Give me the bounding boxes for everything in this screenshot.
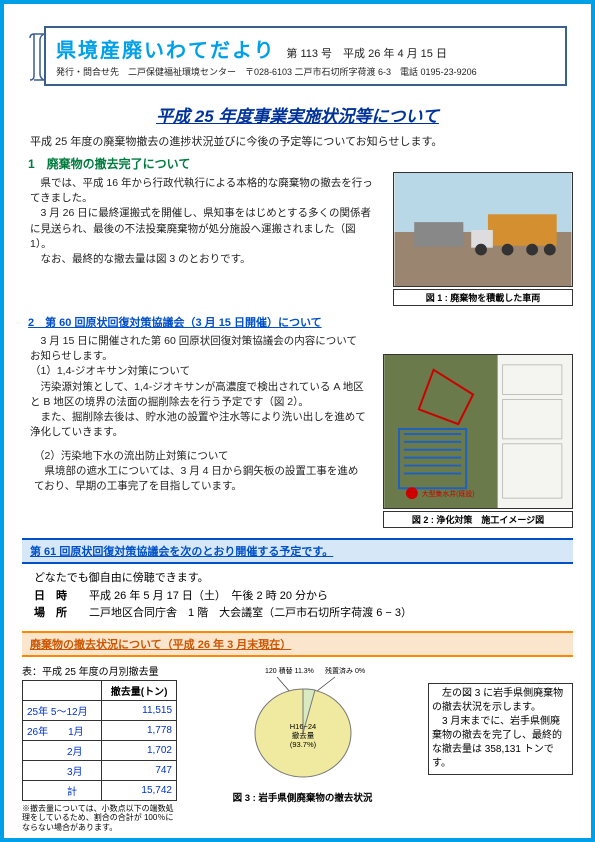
table-cell-label: 26年 1月 bbox=[23, 720, 102, 740]
section2-body2: （2）汚染地下水の流出防止対策について 県境部の遮水工については、3 月 4 日… bbox=[34, 449, 367, 495]
issue-number: 第 113 号 平成 26 年 4 月 15 日 bbox=[286, 45, 447, 61]
table-note: ※撤去量については、小数点以下の端数処理をしているため、割合の合計が 100％に… bbox=[22, 804, 177, 833]
table-col-header: 撤去量(トン) bbox=[102, 680, 177, 700]
table-title: 表：平成 25 年度の月別撤去量 bbox=[22, 663, 177, 678]
main-heading: 平成 25 年度事業実施状況等について bbox=[22, 102, 573, 127]
scroll-icon bbox=[28, 32, 46, 82]
publisher-info: 発行・問合せ先 二戸保健福祉環境センター 〒028-6103 二戸市石切所字荷渡… bbox=[56, 65, 555, 78]
figure-1-caption: 図 1 : 廃棄物を積載した車両 bbox=[393, 289, 573, 306]
table-cell-value: 1,778 bbox=[102, 720, 177, 740]
datetime-label: 日 時 bbox=[34, 590, 67, 602]
table-cell-value: 1,702 bbox=[102, 740, 177, 760]
table-row: 26年 1月1,778 bbox=[23, 720, 177, 740]
table-cell-label: 計 bbox=[23, 780, 102, 800]
table-cell-label: 3月 bbox=[23, 760, 102, 780]
fig3-description: 左の図 3 に岩手県側廃棄物の撤去状況を示します。 3 月末までに、岩手県側廃棄… bbox=[428, 683, 573, 775]
banner-61st-meeting: 第 61 回原状回復対策協議会を次のとおり開催する予定です。 bbox=[22, 538, 573, 564]
table-cell-value: 747 bbox=[102, 760, 177, 780]
svg-text:大型集水井(既設): 大型集水井(既設) bbox=[422, 489, 475, 498]
table-cell-label: 25年 5～12月 bbox=[23, 700, 102, 720]
table-cell-label: 2月 bbox=[23, 740, 102, 760]
page: 県境産廃いわてだより 第 113 号 平成 26 年 4 月 15 日 発行・問… bbox=[0, 0, 595, 842]
banner-removal-status: 廃棄物の撤去状況について（平成 26 年 3 月末現在） bbox=[22, 631, 573, 657]
newsletter-title: 県境産廃いわてだより bbox=[56, 40, 276, 62]
header-box: 県境産廃いわてだより 第 113 号 平成 26 年 4 月 15 日 発行・問… bbox=[44, 26, 567, 86]
table-row: 2月1,702 bbox=[23, 740, 177, 760]
section2-title: 2 第 60 回原状回復対策協議会（3 月 15 日開催）について bbox=[28, 314, 573, 330]
removal-table-box: 表：平成 25 年度の月別撤去量 撤去量(トン) 25年 5～12月11,515… bbox=[22, 663, 177, 833]
figure-2-caption: 図 2 : 浄化対策 施工イメージ図 bbox=[383, 511, 573, 528]
pie-legend-1: 120 積替 11.3% bbox=[265, 666, 314, 675]
place-label: 場 所 bbox=[34, 607, 67, 619]
pie-chart: 120 積替 11.3% 残置済み 0% H16~24撤去量(93.7%) bbox=[225, 663, 380, 788]
pie-caption: 図 3 : 岩手県側廃棄物の撤去状況 bbox=[185, 790, 420, 804]
removal-table: 撤去量(トン) 25年 5～12月11,51526年 1月1,778 2月1,7… bbox=[22, 680, 177, 801]
meeting-info: どなたでも御自由に傍聴できます。 日 時 平成 26 年 5 月 17 日（土）… bbox=[34, 570, 561, 623]
pie-chart-box: 120 積替 11.3% 残置済み 0% H16~24撤去量(93.7%) 図 … bbox=[185, 663, 420, 804]
table-row: 25年 5～12月11,515 bbox=[23, 700, 177, 720]
section1-title: 1 廃棄物の撤去完了について bbox=[28, 155, 573, 172]
table-cell-value: 11,515 bbox=[102, 700, 177, 720]
intro-text: 平成 25 年度の廃棄物撤去の進捗状況並びに今後の予定等についてお知らせします。 bbox=[30, 133, 565, 149]
table-row: 計15,742 bbox=[23, 780, 177, 800]
meeting-datetime: 平成 26 年 5 月 17 日（土） 午後 2 時 20 分から bbox=[89, 590, 328, 602]
meeting-place: 二戸地区合同庁舎 1 階 大会議室（二戸市石切所字荷渡 6 − 3） bbox=[89, 607, 412, 619]
table-cell-value: 15,742 bbox=[102, 780, 177, 800]
table-row: 3月747 bbox=[23, 760, 177, 780]
section2-body1: 3 月 15 日に開催された第 60 回原状回復対策協議会の内容についてお知らせ… bbox=[30, 334, 367, 441]
figure-2: 大型集水井(既設) bbox=[383, 354, 573, 509]
meeting-free: どなたでも御自由に傍聴できます。 bbox=[34, 570, 561, 588]
figure-1 bbox=[393, 172, 573, 287]
section1-body: 県では、平成 16 年から行政代執行による本格的な廃棄物の撤去を行ってきました。… bbox=[30, 176, 377, 267]
pie-center: H16~24撤去量(93.7%) bbox=[290, 722, 317, 749]
pie-legend-2: 残置済み 0% bbox=[325, 666, 365, 675]
